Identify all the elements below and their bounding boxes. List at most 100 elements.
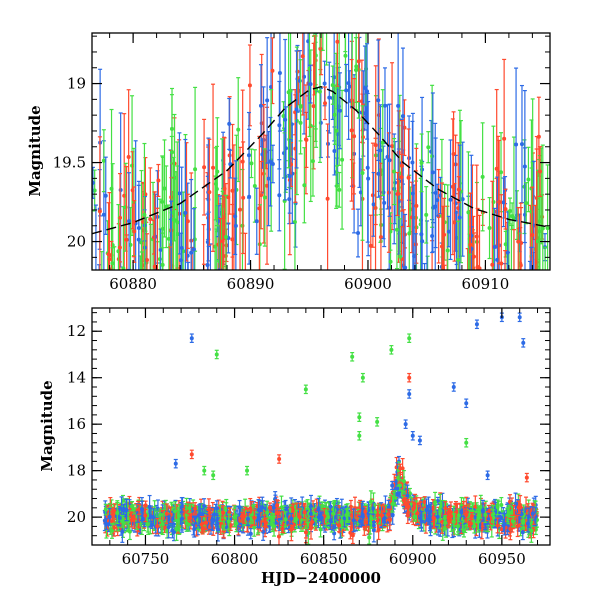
series-g-point	[327, 95, 332, 100]
series-g-point	[205, 262, 210, 267]
series-g-point	[414, 283, 418, 287]
series-g-point	[94, 276, 98, 280]
series-g-point	[127, 219, 132, 224]
series-o-point	[407, 231, 412, 236]
series-g-point	[410, 191, 415, 196]
series-r-point	[169, 294, 173, 298]
series-r-point	[499, 261, 504, 266]
series-o-point	[101, 158, 106, 163]
series-o-point	[360, 171, 365, 176]
series-o-point	[215, 169, 220, 174]
series-o-point	[220, 211, 225, 216]
series-g-point	[448, 197, 453, 202]
series-g-point	[387, 158, 392, 163]
series-g-point	[396, 103, 401, 108]
series-r-point	[117, 245, 122, 250]
series-r-point	[190, 280, 194, 284]
series-r-point	[226, 195, 231, 200]
series-g-point	[332, 148, 337, 153]
series-r-point	[220, 239, 225, 244]
series-g-point	[322, 81, 327, 86]
series-g-point	[179, 245, 184, 250]
top-y-axis-label: Magnitude	[26, 105, 44, 196]
series-g-point	[382, 103, 387, 108]
series-o-point	[499, 170, 504, 175]
series-o-point	[499, 502, 504, 507]
series-r-point	[227, 153, 232, 158]
series-g-point	[169, 287, 173, 291]
series-o-point	[157, 257, 162, 262]
series-o-point	[510, 214, 515, 219]
series-r-point	[512, 302, 516, 306]
series-o-point	[213, 244, 218, 249]
series-r-point	[247, 83, 252, 88]
series-g-point	[376, 98, 381, 103]
series-o-point	[445, 248, 450, 253]
series-o-point	[394, 227, 399, 232]
series-g-point	[169, 278, 173, 282]
series-r-point	[348, 504, 353, 509]
series-o-point	[509, 294, 513, 298]
series-r-point	[456, 294, 460, 298]
series-o-point	[392, 169, 397, 174]
series-g-point	[233, 223, 238, 228]
series-g-point	[378, 148, 383, 153]
series-r-point	[352, 134, 357, 139]
series-r-point	[395, 192, 400, 197]
series-o-point	[537, 219, 542, 224]
series-o-point	[286, 90, 291, 95]
series-r-point	[430, 322, 434, 326]
series-g-point	[118, 188, 123, 193]
series-g-point	[381, 190, 386, 195]
series-r-point	[503, 207, 508, 212]
series-r-point	[530, 232, 535, 237]
series-g-point	[430, 234, 435, 239]
series-o-point	[424, 212, 429, 217]
series-r-point	[202, 285, 206, 289]
series-g-point	[365, 89, 370, 94]
series-g-point	[337, 108, 342, 113]
series-o-point	[426, 272, 430, 276]
series-g-point	[277, 193, 282, 198]
top-data-points	[92, 11, 550, 326]
series-o-point	[164, 204, 169, 209]
series-r-point	[452, 220, 457, 225]
series-r-point	[456, 187, 461, 192]
series-o-point	[180, 285, 184, 289]
series-r-point	[259, 193, 264, 198]
top-axis-ticks: 60880 60890 60900 60910 19 19.5 20	[53, 33, 550, 293]
series-g-point	[416, 284, 420, 288]
series-g-point	[208, 281, 212, 285]
series-g-point	[358, 190, 363, 195]
series-o-point	[475, 316, 479, 320]
series-g-point	[314, 11, 318, 15]
series-r-point	[156, 178, 161, 183]
series-r-point	[445, 287, 449, 291]
series-o-point	[121, 266, 126, 270]
series-r-point	[207, 190, 212, 195]
series-g-point	[294, 107, 299, 112]
series-o-point	[380, 140, 385, 145]
series-g-point	[362, 86, 367, 91]
series-r-point	[441, 287, 445, 291]
series-r-point	[311, 104, 316, 109]
y-tick-label: 19	[67, 75, 86, 93]
series-g-point	[371, 523, 376, 528]
series-o-point	[466, 210, 471, 215]
series-r-point	[211, 165, 216, 170]
series-o-point	[487, 226, 492, 231]
series-o-point	[526, 177, 531, 182]
series-r-point	[238, 207, 243, 212]
y-tick-label: 19.5	[53, 154, 86, 172]
series-r-point	[442, 232, 447, 237]
series-o-point	[110, 261, 115, 266]
series-o-point	[325, 27, 329, 31]
series-g-point	[430, 170, 435, 175]
series-o-point	[536, 239, 541, 244]
series-o-point	[509, 299, 513, 303]
series-r-point	[528, 274, 532, 278]
series-g-point	[400, 114, 405, 119]
series-g-point	[283, 117, 288, 122]
series-r-point	[490, 262, 495, 267]
series-r-point	[442, 311, 446, 315]
